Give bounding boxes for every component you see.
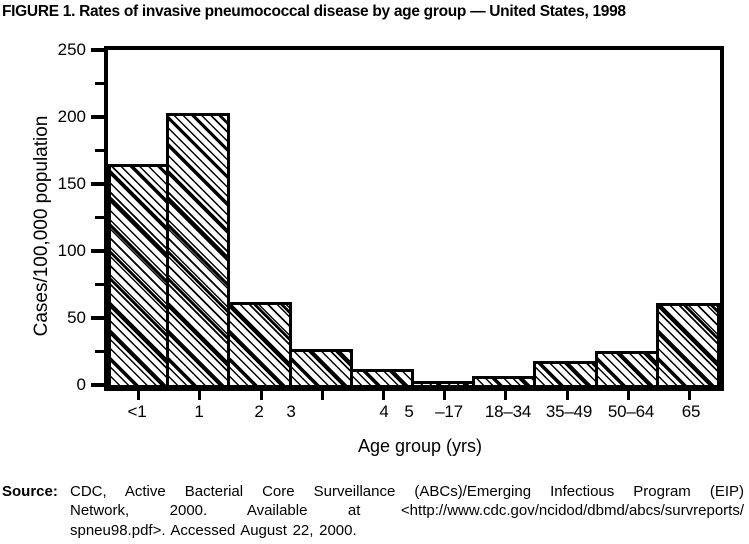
y-tick-label: 0: [76, 375, 86, 394]
bar: [166, 113, 231, 385]
source-label: Source:: [2, 483, 58, 500]
x-tick: [320, 391, 324, 400]
y-major-tick: [91, 383, 104, 387]
x-tick: [198, 391, 202, 400]
x-tick-label: 5: [404, 402, 414, 421]
bar: [655, 303, 720, 385]
x-tick-label: 2: [254, 402, 264, 421]
y-major-tick: [91, 115, 104, 119]
bar: [108, 164, 170, 385]
y-minor-tick: [95, 149, 104, 152]
source-text: CDC, Active Bacterial Core Surveillance …: [70, 482, 744, 540]
x-tick-label: 35–49: [545, 402, 593, 421]
y-tick-label: 200: [57, 107, 86, 126]
x-tick-label: 3: [286, 402, 296, 421]
y-major-tick: [91, 182, 104, 186]
x-tick: [504, 391, 508, 400]
bar: [594, 351, 659, 385]
x-tick-label: 1: [194, 402, 204, 421]
x-tick: [687, 391, 691, 400]
x-tick: [381, 391, 385, 400]
y-minor-tick: [95, 350, 104, 353]
x-tick-label: 65: [681, 402, 701, 421]
bar: [472, 376, 537, 385]
source-line: Network, 2000. Available at <http://www.…: [70, 502, 744, 520]
y-minor-tick: [95, 283, 104, 286]
bar: [411, 381, 476, 385]
y-major-tick: [91, 48, 104, 52]
figure-title: FIGURE 1. Rates of invasive pneumococcal…: [2, 3, 626, 20]
y-tick-label: 50: [67, 308, 86, 327]
x-axis-label: Age group (yrs): [357, 436, 483, 456]
plot-area: [104, 46, 724, 391]
y-major-tick: [91, 249, 104, 253]
source-line: spneu98.pdf>. Accessed August 22, 2000.: [70, 521, 357, 539]
x-tick-label: <1: [127, 402, 147, 421]
bar: [227, 302, 292, 385]
x-tick-label: –17: [435, 402, 463, 421]
x-tick: [443, 391, 447, 400]
y-major-tick: [91, 316, 104, 320]
y-minor-tick: [95, 216, 104, 219]
x-tick: [259, 391, 263, 400]
y-minor-tick: [95, 82, 104, 85]
y-tick-label: 100: [57, 241, 86, 260]
bar: [288, 349, 353, 385]
source-line: CDC, Active Bacterial Core Surveillance …: [70, 483, 744, 500]
x-tick-label: 4: [379, 402, 389, 421]
x-tick: [626, 391, 630, 400]
x-tick: [565, 391, 569, 400]
bar: [533, 361, 598, 385]
x-tick: [137, 391, 141, 400]
y-tick-label: 150: [57, 174, 86, 193]
bar-chart: Cases/100,000 population Age group (yrs)…: [31, 40, 724, 456]
x-tick-label: 18–34: [484, 402, 532, 421]
y-tick-label: 250: [57, 40, 86, 59]
x-tick-label: 50–64: [607, 402, 655, 421]
bar: [349, 369, 414, 385]
